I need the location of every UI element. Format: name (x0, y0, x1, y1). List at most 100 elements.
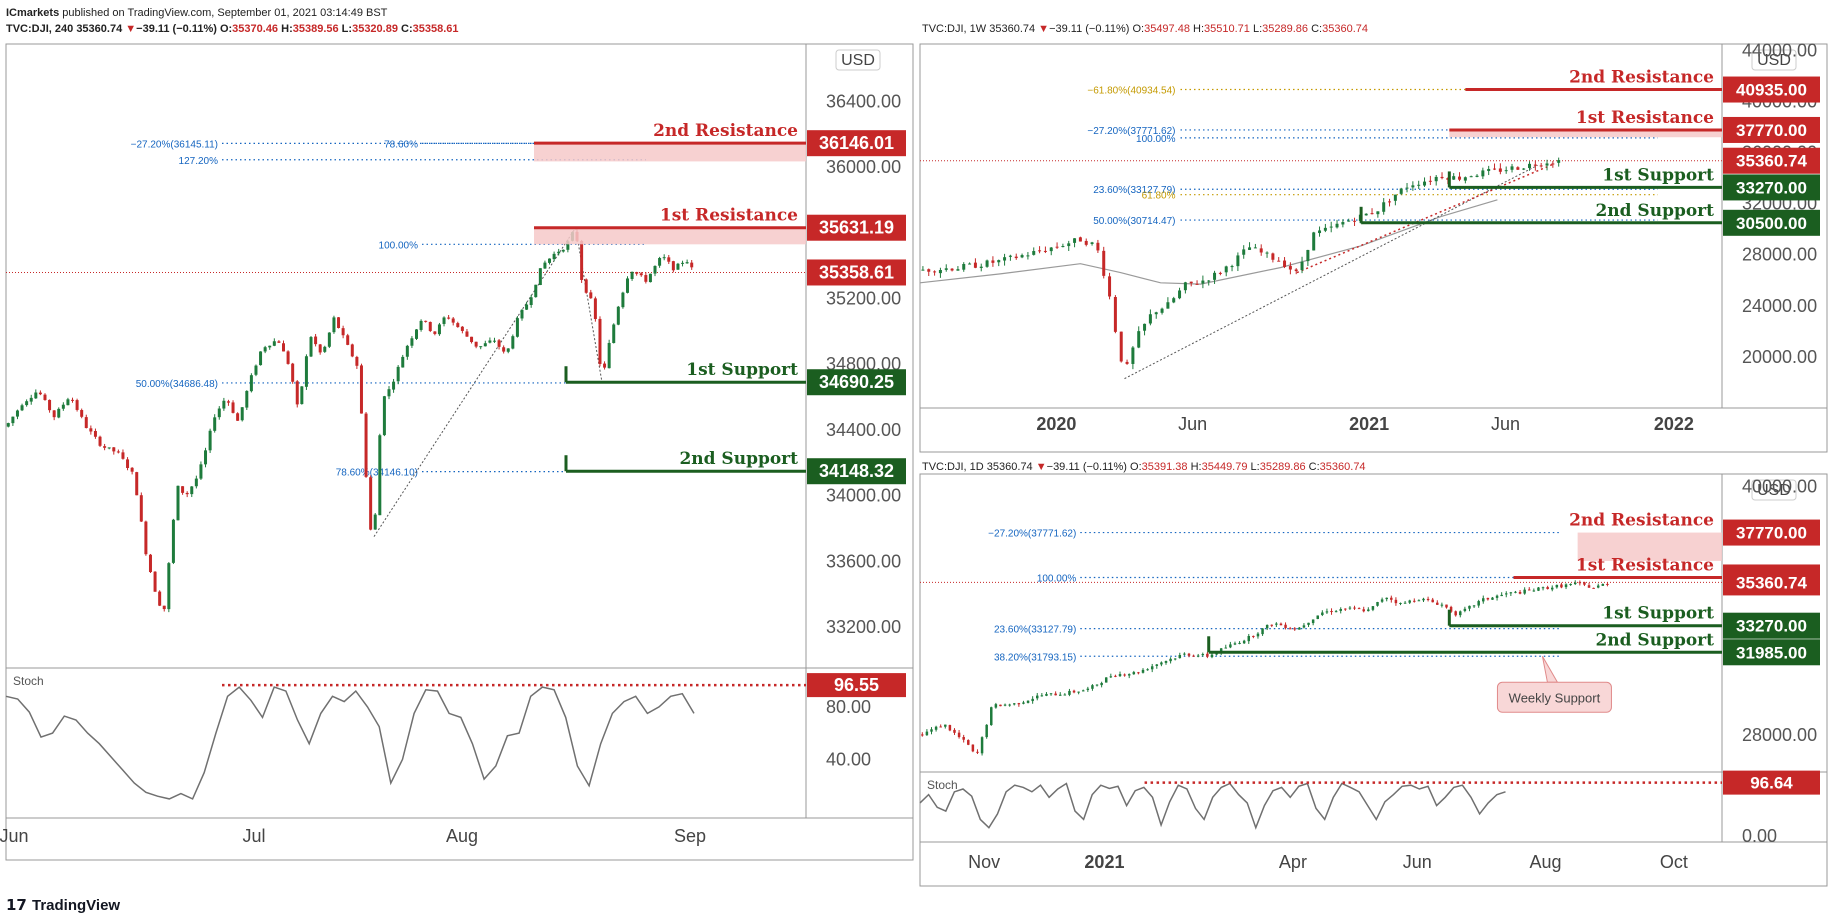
candle-body (625, 278, 629, 293)
candle-body (281, 343, 285, 352)
resistance-label: 2nd Resistance (1569, 68, 1714, 88)
candle-body (1271, 253, 1275, 260)
candle-body (1132, 672, 1136, 675)
candle-body (1236, 255, 1240, 267)
candle-body (1277, 260, 1281, 262)
candle-body (190, 486, 194, 495)
candle-body (525, 304, 529, 310)
callout-text: Weekly Support (1509, 690, 1601, 705)
candle-body (1173, 658, 1177, 660)
candle-body (506, 348, 510, 352)
price-axis-tick: 28000.00 (1742, 725, 1817, 745)
candle-body (231, 402, 235, 413)
candle-body (1283, 260, 1287, 267)
candle-body (1329, 226, 1333, 228)
candle-body (350, 344, 354, 357)
candle-body (1150, 666, 1154, 670)
weekly-chart[interactable]: TVC:DJI, 1W 35360.74 ▼−39.11 (−0.11%) O:… (919, 23, 1827, 434)
support-price-value: 34148.32 (819, 461, 894, 481)
candle-body (1376, 211, 1380, 215)
legend-separator: C: (1308, 23, 1322, 35)
candle-body (1522, 168, 1526, 170)
candle-body (1578, 582, 1582, 584)
candle-body (34, 392, 38, 399)
candle-body (1068, 690, 1071, 695)
legend-separator: L: (339, 23, 352, 35)
candle-body (492, 340, 496, 342)
support-price-tag (1723, 612, 1820, 639)
weekly-support-callout (1496, 681, 1612, 713)
tradingview-logo[interactable]: 𝟭𝟳 TradingView (6, 897, 120, 914)
stoch-level-value: 96.64 (1750, 774, 1793, 793)
candle-body (130, 467, 134, 472)
candle-body (976, 751, 979, 753)
candle-body (75, 400, 79, 410)
candle-body (1408, 600, 1411, 603)
candle-body (268, 345, 272, 348)
time-axis-tick: Jun (1491, 414, 1520, 434)
candle-body (1445, 604, 1448, 608)
legend-close: 35358.61 (413, 23, 459, 35)
candle-body (451, 318, 455, 323)
candle-body (25, 401, 29, 406)
candle-body (1026, 255, 1030, 257)
price-axis-tick: 35200.00 (826, 289, 901, 309)
daily-chart[interactable]: TVC:DJI, 1D 35360.74 ▼−39.11 (−0.11%) O:… (919, 461, 1827, 872)
candle-body (107, 447, 111, 449)
candle-body (1311, 619, 1315, 624)
stoch-label: Stoch (927, 778, 958, 792)
candle-body (410, 338, 414, 346)
candle-body (1385, 597, 1388, 600)
candle-body (103, 446, 107, 448)
candle-body (1026, 700, 1030, 703)
legend-close: 35360.74 (1322, 23, 1368, 35)
legend-change: −39.11 (−0.11%) (1047, 461, 1127, 473)
candle-body (1440, 176, 1444, 179)
resistance-price-value: 40935.00 (1736, 81, 1807, 100)
candle-body (378, 435, 382, 516)
candle-body (515, 318, 519, 337)
candle-body (1413, 600, 1416, 602)
candle-body (405, 345, 409, 357)
candle-body (1104, 677, 1108, 683)
candle-body (277, 341, 281, 343)
candle-body (671, 261, 675, 271)
candle-body (548, 258, 552, 263)
candle-body (1316, 615, 1319, 619)
candle-body (373, 514, 377, 530)
fibonacci-level-label: 50.00%(30714.47) (1093, 216, 1175, 227)
candle-body (1463, 608, 1467, 611)
trend-line (1124, 164, 1538, 380)
candle-body (1436, 602, 1439, 605)
price-axis-tick: 36400.00 (826, 91, 901, 111)
candle-body (1261, 628, 1264, 635)
fibonacci-level-label: 127.20% (179, 156, 219, 167)
candle-body (1353, 607, 1356, 609)
candle-body (1100, 682, 1103, 686)
candle-body (11, 416, 15, 424)
last-price-tag (1723, 147, 1820, 174)
candle-body (346, 335, 350, 345)
candle-body (332, 317, 336, 333)
h4-chart[interactable]: TVC:DJI, 240 35360.74 ▼−39.11 (−0.11%) O… (0, 23, 913, 846)
candle-body (126, 459, 130, 469)
support-label: 1st Support (1602, 604, 1714, 624)
candle-body (973, 262, 977, 268)
candle-body (1256, 633, 1260, 637)
candle-body (387, 389, 391, 397)
candle-body (1218, 272, 1222, 274)
legend-separator: H: (1190, 23, 1204, 35)
last-price-value: 35360.74 (1736, 573, 1807, 592)
candle-body (538, 268, 542, 286)
legend-price: 35360.74 (76, 23, 123, 35)
candle-body (456, 323, 460, 328)
published-text: published on TradingView.com, September … (59, 7, 387, 19)
legend-high: 35449.79 (1202, 461, 1248, 473)
resistance-zone (1449, 129, 1722, 138)
candle-body (1259, 248, 1263, 253)
legend-price: 35360.74 (989, 23, 1035, 35)
candle-body (1036, 695, 1039, 699)
currency-label: USD (1757, 52, 1791, 69)
candle-body (1459, 611, 1462, 616)
candle-body (1371, 606, 1375, 610)
